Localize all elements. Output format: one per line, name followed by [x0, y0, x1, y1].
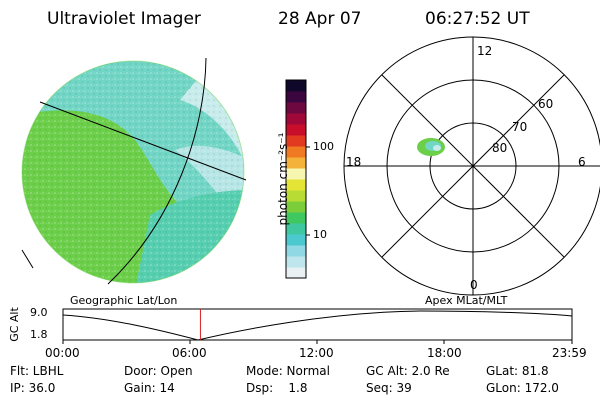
colorbar-band — [286, 135, 306, 147]
timeline-xtick-0600: 06:00 — [172, 346, 207, 360]
colorbar-band — [286, 113, 306, 125]
info-dsp: Dsp: 1.8 — [246, 381, 308, 395]
colorbar-band — [286, 245, 306, 257]
colorbar-band — [286, 80, 306, 92]
colorbar-band — [286, 91, 306, 103]
timeline-xticks — [62, 340, 573, 344]
colorbar-band — [286, 256, 306, 268]
timeline-xtick-1800: 18:00 — [427, 346, 462, 360]
timeline-right-label: Apex MLat/MLT — [425, 294, 508, 307]
timeline-ytick-1.8: 1.8 — [30, 328, 48, 341]
mlt-label-18: 18 — [346, 155, 362, 169]
info-mode: Mode: Normal — [246, 364, 330, 378]
mlt-label-6: 6 — [578, 155, 586, 169]
polar-plot — [343, 36, 600, 296]
aurora-spot — [417, 138, 445, 156]
colorbar-band — [286, 102, 306, 114]
altitude-curve — [62, 310, 573, 341]
colorbar-band — [286, 146, 306, 158]
info-gc-alt: GC Alt: 2.0 Re — [366, 364, 450, 378]
mlt-label-12: 12 — [477, 44, 493, 58]
observation-time: 06:27:52 UT — [425, 9, 530, 29]
timeline-xtick-2359: 23:59 — [552, 346, 587, 360]
info-glon: GLon: 172.0 — [486, 381, 559, 395]
limb-mark — [21, 249, 34, 269]
colorbar-band — [286, 168, 306, 180]
timeline-ytick-9: 9.0 — [30, 306, 48, 319]
colorbar-band — [286, 234, 306, 246]
colorbar-band — [286, 212, 306, 224]
colorbar-band — [286, 179, 306, 191]
colorbar-frame — [285, 79, 307, 279]
lat-label-70: 70 — [512, 120, 528, 134]
colorbar-band — [286, 157, 306, 169]
lat-label-80: 80 — [492, 141, 508, 155]
colorbar — [286, 80, 306, 279]
colorbar-tick-label-10: 10 — [313, 228, 327, 241]
mlt-label-0: 0 — [470, 278, 478, 292]
info-glat: GLat: 81.8 — [486, 364, 549, 378]
instrument-title: Ultraviolet Imager — [47, 9, 201, 29]
info-ip: IP: 36.0 — [10, 381, 56, 395]
info-filter: Flt: LBHL — [10, 364, 64, 378]
colorbar-tick-label-100: 100 — [313, 140, 334, 153]
timeline-xtick-0000: 00:00 — [45, 346, 80, 360]
info-door: Door: Open — [124, 364, 193, 378]
colorbar-band — [286, 223, 306, 235]
timeline-frame — [62, 308, 573, 341]
timeline-left-label: Geographic Lat/Lon — [70, 294, 178, 307]
lat-label-60: 60 — [538, 97, 554, 111]
info-seq: Seq: 39 — [366, 381, 412, 395]
colorbar-band — [286, 124, 306, 136]
uv-earth-image — [22, 61, 244, 283]
timeline-xtick-1200: 12:00 — [299, 346, 334, 360]
latlon-line — [39, 101, 247, 181]
meridian-line — [107, 57, 207, 285]
colorbar-band — [286, 190, 306, 202]
colorbar-label: photon cm⁻²s⁻¹ — [276, 132, 290, 226]
info-gain: Gain: 14 — [124, 381, 175, 395]
colorbar-band — [286, 201, 306, 213]
observation-date: 28 Apr 07 — [278, 9, 362, 29]
colorbar-band — [286, 267, 306, 279]
timeline-y-label: GC Alt — [7, 307, 21, 342]
